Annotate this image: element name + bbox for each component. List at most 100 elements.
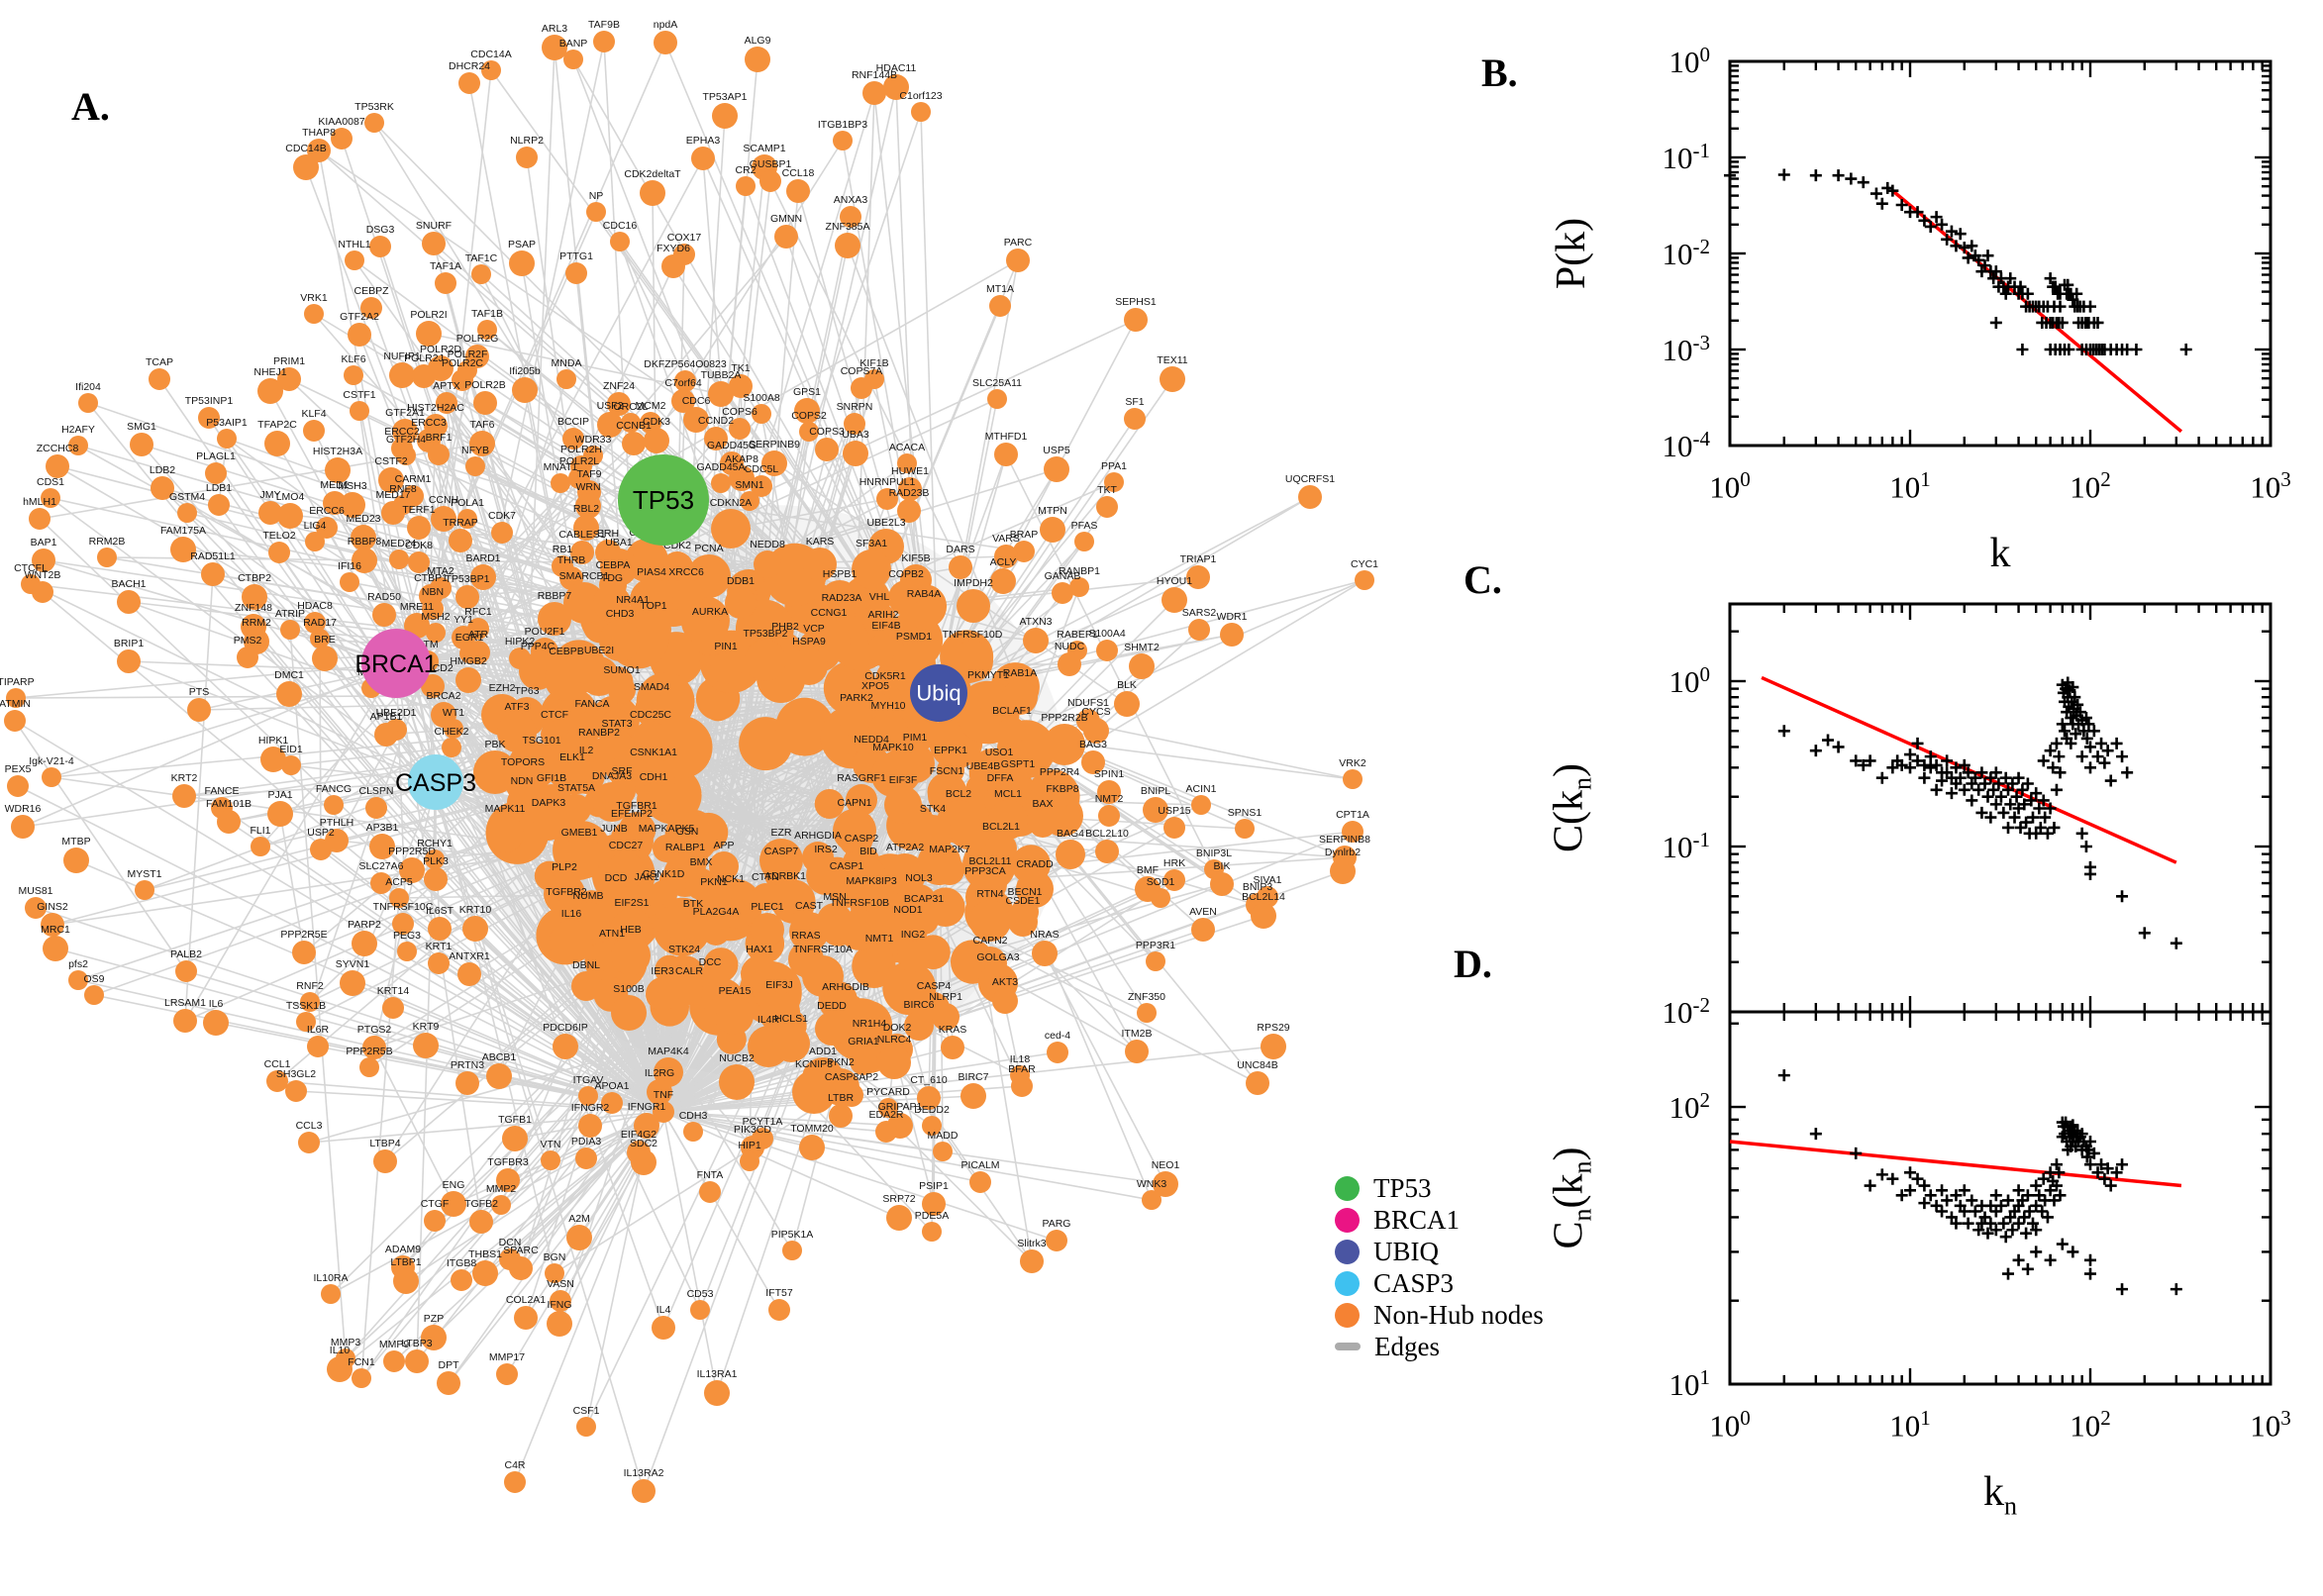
legend-item-ubiq: UBIQ <box>1335 1236 1544 1267</box>
x-tick-label-d: 102 <box>2070 1406 2111 1444</box>
network-edge <box>395 662 482 1223</box>
legend-label: Edges <box>1374 1331 1440 1361</box>
data-point <box>2041 827 2054 840</box>
chart-panel-c <box>1728 602 2272 1014</box>
data-point <box>2002 1267 2015 1280</box>
network-node[interactable] <box>814 789 845 819</box>
data-point <box>1918 1197 1931 1210</box>
legend-label: CASP3 <box>1373 1267 1455 1298</box>
legend-item-casp3: CASP3 <box>1335 1267 1544 1299</box>
network-edge <box>373 1047 454 1205</box>
data-point <box>1924 761 1937 774</box>
data-point <box>1954 228 1967 241</box>
network-edge <box>662 868 1215 1113</box>
data-point <box>2012 771 2025 784</box>
data-point <box>1857 176 1869 189</box>
network-node[interactable] <box>703 691 734 722</box>
network-edge <box>427 660 640 1153</box>
y-tick-label-b: 10-1 <box>1662 138 1711 176</box>
legend-item-edges: Edges <box>1335 1331 1544 1362</box>
y-tick-label-c: 10-1 <box>1662 827 1711 865</box>
data-point <box>2121 766 2134 779</box>
network-edge <box>295 1090 664 1113</box>
data-point <box>2084 867 2096 880</box>
x-tick-label-d: 101 <box>1889 1406 1931 1444</box>
legend-node-swatch <box>1335 1207 1360 1233</box>
data-point <box>2116 750 2129 763</box>
data-point <box>1809 1128 1822 1141</box>
network-edge <box>54 948 664 1113</box>
fit-line <box>1729 1140 2182 1188</box>
network-edge <box>35 907 664 1113</box>
network-edge <box>360 897 400 1379</box>
data-point <box>1924 220 1937 233</box>
network-edge <box>14 720 187 972</box>
network-edge <box>628 1012 648 1127</box>
data-point <box>2037 1172 2050 1185</box>
y-tick-label-c: 10-2 <box>1662 992 1711 1031</box>
network-edge <box>17 785 664 1113</box>
data-point <box>2067 1246 2079 1258</box>
data-point <box>1972 783 1985 796</box>
legend-label: Non-Hub nodes <box>1373 1299 1544 1330</box>
legend-label: BRCA1 <box>1373 1204 1461 1235</box>
data-point <box>2110 737 2123 749</box>
data-point <box>1864 1179 1876 1192</box>
network-edge <box>662 1111 718 1394</box>
data-point <box>1904 748 1916 761</box>
network-edge <box>938 496 1311 694</box>
network-edge <box>425 1045 664 1113</box>
data-point <box>1962 251 1974 264</box>
data-point <box>2030 1246 2043 1258</box>
data-point <box>1924 1189 1937 1202</box>
data-point <box>2170 937 2182 949</box>
legend-label: UBIQ <box>1373 1236 1439 1266</box>
data-point <box>1875 771 1888 784</box>
legend-item-tp53: TP53 <box>1335 1172 1544 1204</box>
data-point <box>2021 1262 2034 1275</box>
panel-b-label: B. <box>1481 50 1518 95</box>
data-point <box>2170 1283 2182 1296</box>
axis-ticks <box>1728 604 2272 1014</box>
data-point <box>1966 794 1978 807</box>
data-point <box>2116 1283 2129 1296</box>
network-edge <box>42 591 664 1113</box>
network-edge <box>554 879 1175 1274</box>
network-edge <box>716 1077 824 1394</box>
data-point <box>1918 1179 1931 1192</box>
data-point <box>1911 1172 1924 1185</box>
data-point <box>1918 771 1931 784</box>
data-point <box>1886 1172 1899 1185</box>
network-edge <box>276 648 786 1082</box>
x-tick-label-b: 103 <box>2250 467 2291 505</box>
network-edge <box>15 662 397 699</box>
data-point <box>2098 756 2111 769</box>
network-edge <box>305 660 429 1023</box>
network-edge <box>183 781 437 797</box>
plot-frame <box>1728 59 2272 448</box>
chart-panel-b <box>1724 59 2272 448</box>
legend-node-swatch <box>1335 1175 1360 1201</box>
network-edge <box>318 150 1128 705</box>
y-axis-label-d: Cn(kn) <box>1546 1147 1597 1249</box>
legend-item-non-hub-nodes: Non-Hub nodes <box>1335 1299 1544 1331</box>
y-tick-label-b: 10-2 <box>1662 234 1711 272</box>
data-point <box>2006 1224 2019 1237</box>
data-point <box>2056 718 2069 731</box>
network-edge <box>730 498 888 530</box>
network-node[interactable] <box>775 697 835 756</box>
network-edge <box>253 596 664 1113</box>
network-edge <box>339 1111 664 1370</box>
y-tick-label-b: 10-4 <box>1662 426 1711 464</box>
network-edge <box>766 111 922 565</box>
data-point <box>1981 790 1994 803</box>
network-edge <box>433 1111 664 1339</box>
data-point <box>2054 300 2067 313</box>
chart-panel-d <box>1728 1010 2272 1386</box>
axis-ticks <box>1728 59 2272 448</box>
data-point <box>2179 344 2192 355</box>
network-edge <box>247 656 664 1113</box>
network-legend: TP53 BRCA1 UBIQ CASP3 Non-Hub nodes Edges <box>1335 1172 1544 1362</box>
